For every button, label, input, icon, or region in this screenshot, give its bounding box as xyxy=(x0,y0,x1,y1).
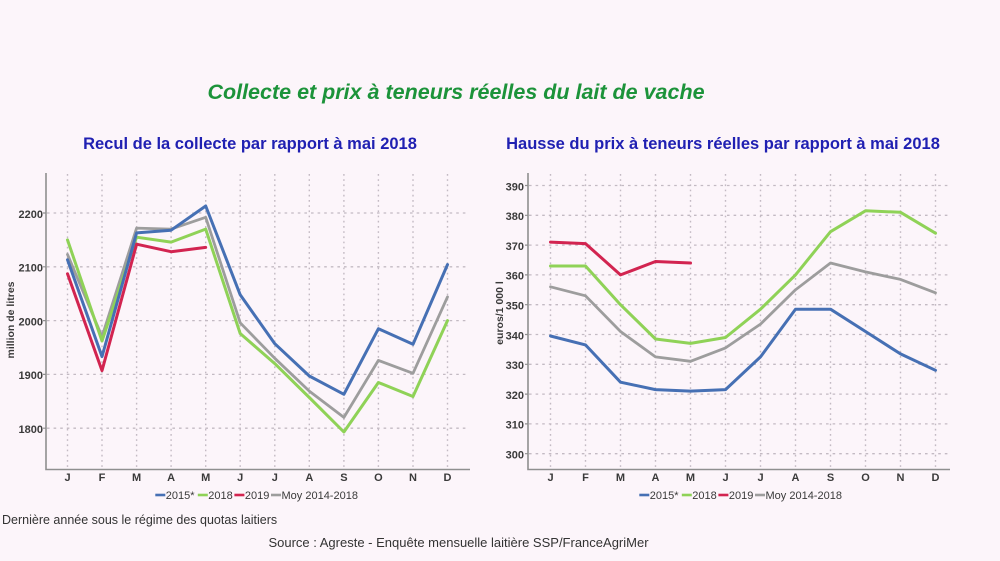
svg-text:N: N xyxy=(409,472,417,484)
svg-text:M: M xyxy=(201,472,210,484)
svg-text:N: N xyxy=(897,472,905,484)
svg-text:A: A xyxy=(652,472,660,484)
svg-text:370: 370 xyxy=(506,241,524,253)
svg-text:2018: 2018 xyxy=(692,490,716,502)
svg-text:1900: 1900 xyxy=(19,370,43,382)
svg-text:310: 310 xyxy=(506,420,524,432)
svg-text:390: 390 xyxy=(506,181,524,193)
svg-text:S: S xyxy=(340,472,347,484)
svg-text:2200: 2200 xyxy=(19,209,43,221)
svg-text:320: 320 xyxy=(506,390,524,402)
svg-text:euros/1 000 l: euros/1 000 l xyxy=(494,281,506,345)
svg-text:J: J xyxy=(237,472,243,484)
svg-text:2019: 2019 xyxy=(729,490,753,502)
svg-text:D: D xyxy=(932,472,940,484)
svg-text:2100: 2100 xyxy=(19,263,43,275)
svg-text:A: A xyxy=(167,472,175,484)
svg-text:330: 330 xyxy=(506,360,524,372)
svg-text:M: M xyxy=(616,472,625,484)
svg-text:2000: 2000 xyxy=(19,316,43,328)
svg-text:J: J xyxy=(64,472,70,484)
svg-text:J: J xyxy=(272,472,278,484)
svg-text:J: J xyxy=(757,472,763,484)
svg-text:340: 340 xyxy=(506,330,524,342)
svg-text:F: F xyxy=(582,472,589,484)
svg-text:2019: 2019 xyxy=(245,490,269,502)
svg-text:J: J xyxy=(547,472,553,484)
svg-text:350: 350 xyxy=(506,301,524,313)
svg-text:360: 360 xyxy=(506,271,524,283)
svg-text:2015*: 2015* xyxy=(650,490,679,502)
svg-text:D: D xyxy=(444,472,452,484)
svg-text:Moy 2014-2018: Moy 2014-2018 xyxy=(766,490,842,502)
svg-text:J: J xyxy=(722,472,728,484)
svg-text:A: A xyxy=(792,472,800,484)
svg-text:S: S xyxy=(827,472,834,484)
svg-text:2015*: 2015* xyxy=(166,490,195,502)
svg-text:M: M xyxy=(686,472,695,484)
svg-text:2018: 2018 xyxy=(208,490,232,502)
svg-text:million de litres: million de litres xyxy=(5,281,17,358)
svg-text:300: 300 xyxy=(506,450,524,462)
svg-text:M: M xyxy=(132,472,141,484)
svg-text:F: F xyxy=(99,472,106,484)
svg-text:O: O xyxy=(861,472,870,484)
svg-text:O: O xyxy=(374,472,383,484)
svg-text:A: A xyxy=(305,472,313,484)
svg-text:1800: 1800 xyxy=(19,424,43,436)
svg-text:Moy 2014-2018: Moy 2014-2018 xyxy=(282,490,358,502)
svg-text:380: 380 xyxy=(506,211,524,223)
